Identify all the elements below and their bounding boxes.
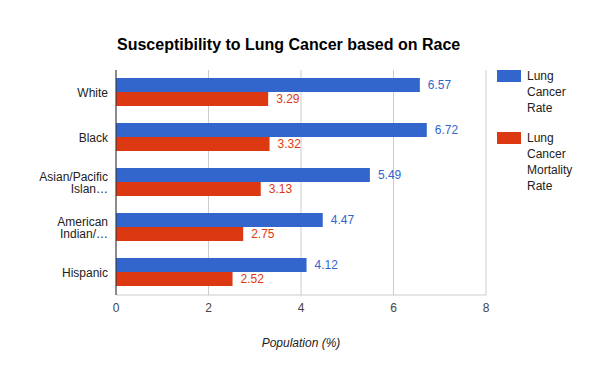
html-text:Lung Cancer Mortality Rate: Lung Cancer Mortality Rate	[527, 131, 573, 193]
html-text:Lung Cancer Rate: Lung Cancer Rate	[527, 69, 566, 115]
svg-text:4.47: 4.47	[331, 213, 355, 227]
svg-text:4.12: 4.12	[315, 258, 339, 272]
svg-text:Black: Black	[79, 131, 109, 145]
svg-text:5.49: 5.49	[378, 168, 402, 182]
svg-text:2.52: 2.52	[241, 272, 265, 286]
svg-text:3.29: 3.29	[276, 92, 300, 106]
html-text:Susceptibility to Lung Cancer: Susceptibility to Lung Cancer based on R…	[117, 36, 461, 53]
svg-text:6.72: 6.72	[435, 123, 459, 137]
svg-text:3.13: 3.13	[269, 182, 293, 196]
svg-text:2: 2	[205, 301, 212, 315]
svg-text:2.75: 2.75	[251, 227, 275, 241]
svg-text:AmericanIndian/…: AmericanIndian/…	[57, 215, 108, 241]
svg-text:0: 0	[113, 301, 120, 315]
svg-text:White: White	[77, 86, 108, 100]
svg-text:3.32: 3.32	[278, 137, 302, 151]
svg-text:4: 4	[298, 301, 305, 315]
svg-text:8: 8	[483, 301, 490, 315]
svg-text:6.57: 6.57	[428, 78, 452, 92]
svg-text:Hispanic: Hispanic	[62, 266, 108, 280]
svg-text:Asian/PacificIslan…: Asian/PacificIslan…	[39, 170, 108, 196]
svg-text:Population (%): Population (%)	[262, 336, 341, 350]
svg-text:6: 6	[390, 301, 397, 315]
